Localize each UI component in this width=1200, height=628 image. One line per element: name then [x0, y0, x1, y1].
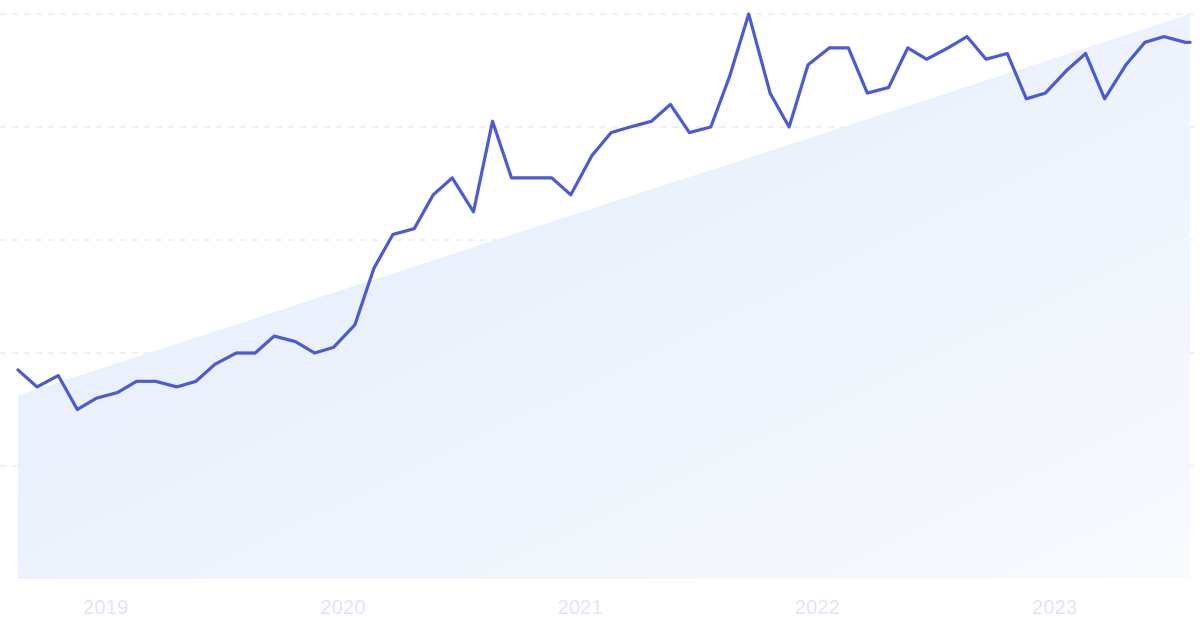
x-tick-label: 2019 [83, 597, 128, 619]
x-tick-label: 2023 [1032, 597, 1077, 619]
trend-area [18, 14, 1190, 579]
series-line-group [16, 12, 1192, 412]
x-tick-label: 2020 [320, 597, 365, 619]
series-line [16, 12, 1192, 412]
trend-area-fill [18, 14, 1190, 579]
x-tick-label: 2021 [558, 597, 603, 619]
x-tick-label: 2022 [795, 597, 840, 619]
x-axis-ticks: 2019 2020 2021 2022 2023 [83, 597, 1077, 619]
